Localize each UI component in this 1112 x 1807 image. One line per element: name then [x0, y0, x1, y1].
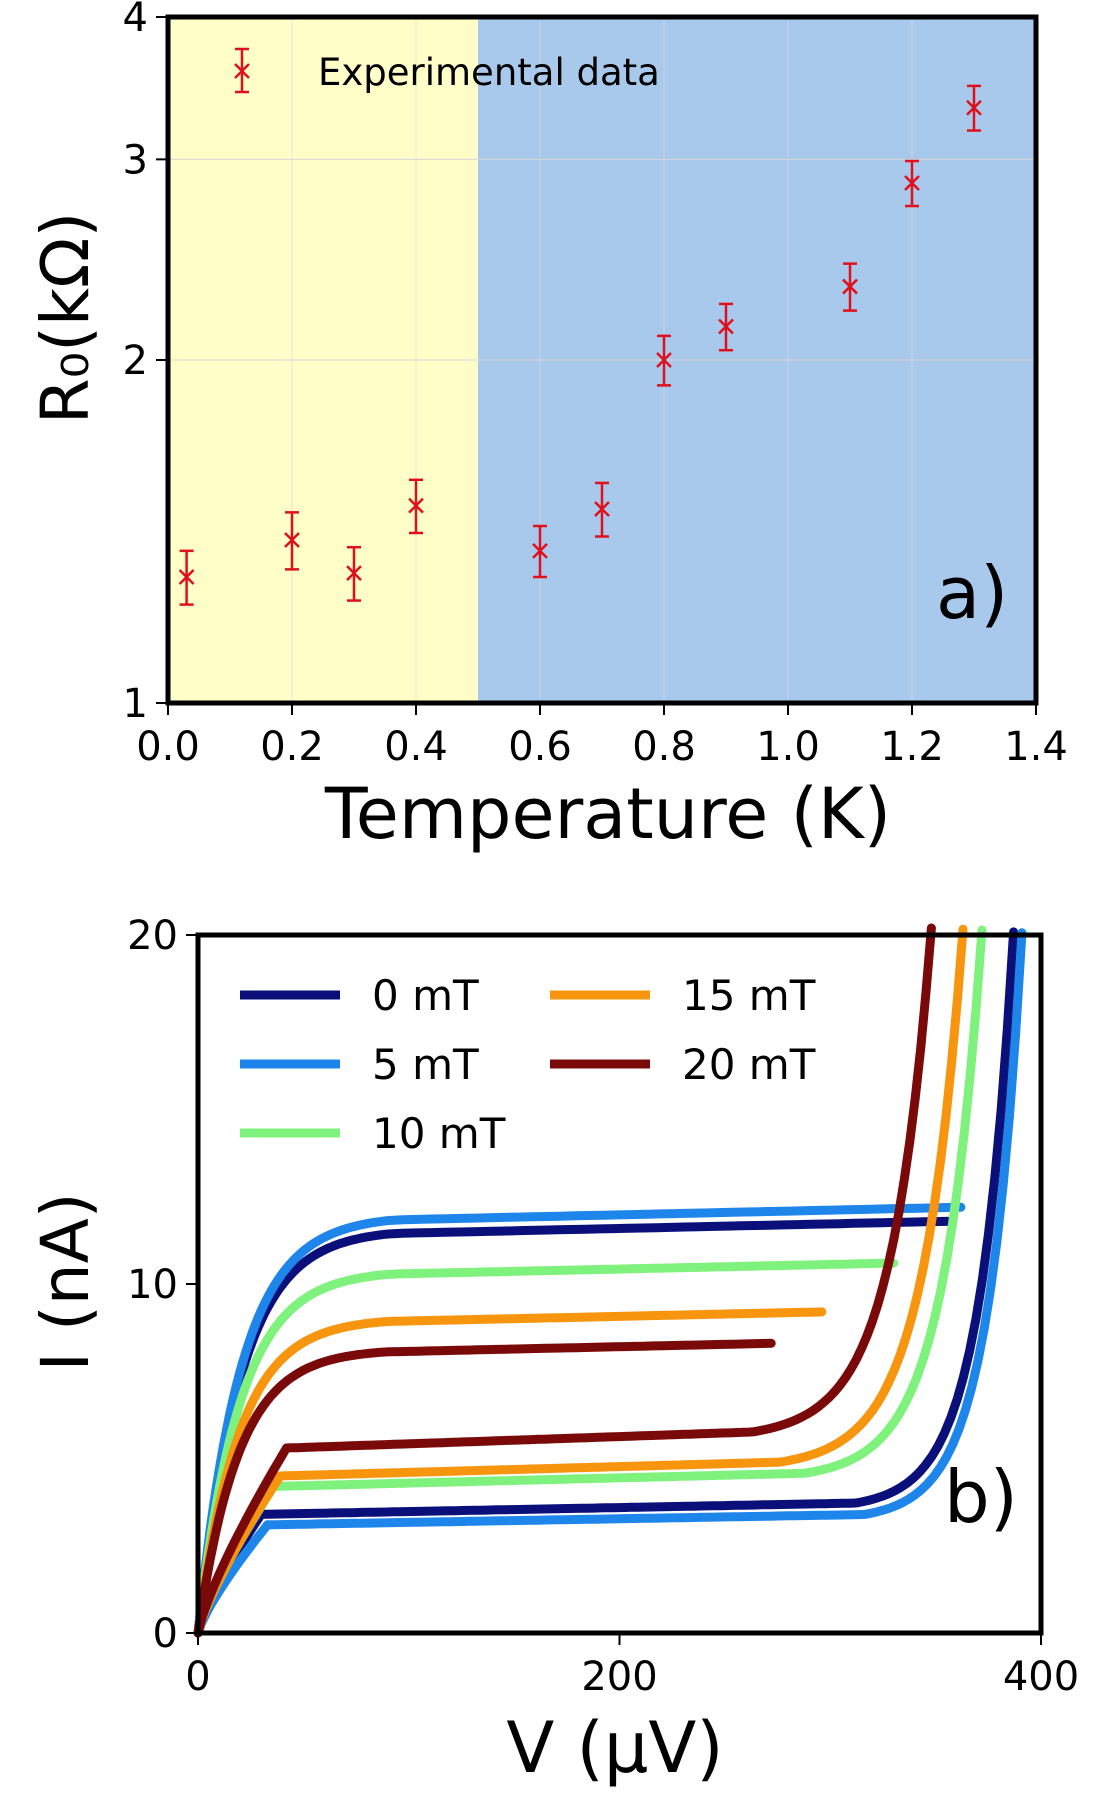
legend-label: 20 mT	[682, 1040, 816, 1089]
curve-5-mt	[193, 928, 1027, 1638]
data-point-1	[178, 549, 195, 606]
x-marker	[966, 99, 982, 116]
x-tick-label: 400	[1003, 1654, 1079, 1700]
y-tick-label: 10	[127, 1262, 178, 1308]
y-tick-label: 0	[153, 1611, 178, 1657]
data-point-8	[718, 302, 734, 352]
y-tick-label: 2	[123, 338, 148, 384]
resistive-branch	[193, 925, 987, 1638]
x-marker	[346, 565, 362, 582]
panel-a-y-ticks: 1 2 3 4	[123, 0, 168, 727]
legend-item-5-mt: 5 mT	[240, 1040, 479, 1089]
y-tick-label: 3	[123, 137, 148, 183]
legend-item-10-mt: 10 mT	[240, 1109, 506, 1158]
supercurrent-branch	[193, 1202, 966, 1638]
supercurrent-branch	[193, 1307, 827, 1638]
data-point-2	[284, 511, 300, 571]
panel-b-y-axis-label: I (nA)	[27, 1193, 104, 1372]
x-tick-label: 0	[185, 1654, 210, 1700]
x-marker	[408, 497, 424, 514]
supercurrent-branch	[193, 1258, 898, 1638]
x-marker	[718, 318, 734, 335]
x-marker	[594, 501, 610, 517]
x-marker	[656, 352, 672, 368]
x-tick-label: 0.2	[260, 724, 324, 770]
x-tick-label: 1.2	[880, 724, 944, 770]
panel-b: 0 200 400 0 10 20 0 mT 5 mT 10 mT 15 mT 20 mT b)…	[27, 913, 1079, 1789]
data-point-10	[904, 159, 920, 208]
data-point-9	[842, 262, 858, 312]
legend-label: 10 mT	[372, 1109, 506, 1158]
legend-label: 5 mT	[372, 1040, 479, 1089]
panel-b-curves	[193, 923, 1027, 1638]
supercurrent-branch	[193, 1338, 776, 1638]
curve-15-mt	[193, 924, 968, 1638]
legend-label: 0 mT	[372, 971, 479, 1020]
resistive-branch	[193, 924, 968, 1638]
legend-label-experimental-data: Experimental data	[318, 51, 660, 94]
panel-b-y-ticks: 0 10 20	[127, 913, 198, 1657]
resistive-branch	[193, 927, 1019, 1638]
x-marker	[532, 542, 548, 559]
data-point-5	[532, 524, 548, 579]
resistive-branch	[193, 928, 1027, 1638]
y-tick-label: 1	[123, 681, 148, 727]
legend-marker-symbol	[234, 47, 250, 94]
panel-b-x-ticks: 0 200 400	[185, 1633, 1079, 1700]
x-tick-label: 0.6	[508, 724, 572, 770]
x-tick-label: 1.4	[1004, 724, 1068, 770]
x-marker	[904, 175, 920, 191]
panel-b-x-axis-label: V (µV)	[506, 1707, 723, 1789]
legend-label: 15 mT	[682, 971, 816, 1020]
curve-10-mt	[193, 925, 987, 1638]
panel-a-legend: Experimental data	[234, 47, 660, 94]
data-point-4	[408, 478, 424, 535]
legend-item-15-mt: 15 mT	[550, 971, 816, 1020]
panel-b-legend: 0 mT 5 mT 10 mT 15 mT 20 mT	[240, 971, 816, 1158]
resistive-branch	[193, 923, 936, 1638]
panel-a-label: a)	[936, 551, 1008, 635]
panel-a-x-axis-label: Temperature (K)	[324, 773, 891, 855]
x-tick-label: 0.0	[136, 724, 200, 770]
x-tick-label: 200	[581, 1654, 657, 1700]
x-marker	[842, 278, 858, 295]
curve-20-mt	[193, 923, 936, 1638]
legend-marker-experimental-data	[234, 47, 250, 94]
x-marker	[178, 569, 195, 585]
panel-a-y-axis-label: R₀(kΩ)	[27, 212, 104, 424]
panel-b-label: b)	[944, 1455, 1018, 1539]
data-point-7	[656, 334, 672, 387]
data-point-3	[346, 545, 362, 602]
x-tick-label: 0.4	[384, 724, 448, 770]
x-tick-label: 1.0	[756, 724, 820, 770]
data-point-6	[594, 481, 610, 538]
legend-item-20-mt: 20 mT	[550, 1040, 816, 1089]
y-tick-label: 4	[123, 0, 148, 41]
data-point-11	[966, 84, 982, 132]
panel-a-x-ticks: 0.0 0.2 0.4 0.6 0.8 1.0 1.2 1.4	[136, 703, 1068, 770]
x-marker	[284, 532, 300, 548]
x-tick-label: 0.8	[632, 724, 696, 770]
x-marker	[234, 63, 250, 79]
y-tick-label: 20	[127, 913, 178, 959]
panel-a-data-points	[178, 84, 982, 606]
panel-a: 0.0 0.2 0.4 0.6 0.8 1.0 1.2 1.4 1 2 3 4 Experiment…	[27, 0, 1068, 855]
legend-item-0-mt: 0 mT	[240, 971, 479, 1020]
